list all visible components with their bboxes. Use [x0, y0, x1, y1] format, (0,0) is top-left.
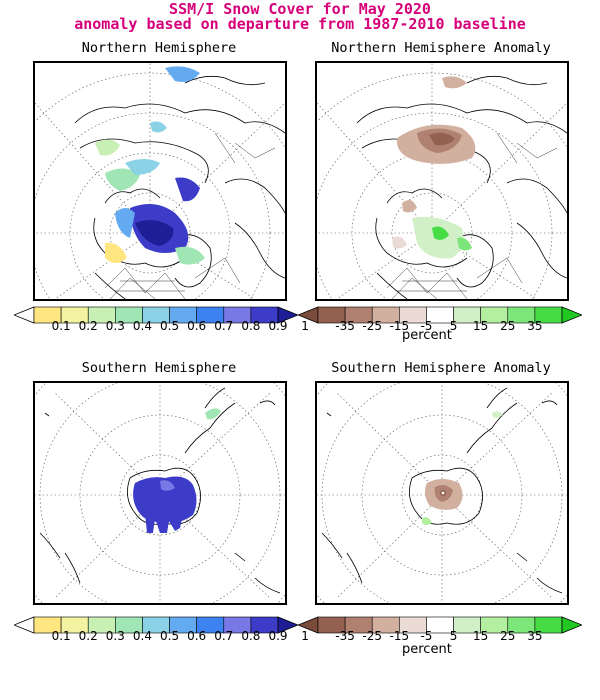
- anomaly-colorbar-tick-label: 25: [500, 319, 516, 333]
- fraction-colorbar-tick-label: 0.4: [132, 319, 152, 333]
- anomaly-colorbar-tick-label: -25: [362, 319, 383, 333]
- fraction-colorbar-tick-label: 0.5: [160, 319, 180, 333]
- fraction-colorbar-tick-label: 0.8: [241, 629, 261, 643]
- anomaly-colorbar-tick-label: -5: [420, 319, 433, 333]
- anomaly-colorbar-tick-label: 15: [473, 319, 489, 333]
- anomaly-colorbar-tick-label: 5: [449, 629, 458, 643]
- nh-panel-title: Northern Hemisphere: [81, 40, 237, 56]
- anomaly-colorbar-tick-label: -15: [389, 629, 410, 643]
- nh-borders: [104, 132, 276, 299]
- fraction-colorbar-right-cap: [277, 306, 298, 324]
- anomaly-colorbar-tick-label: 35: [527, 629, 543, 643]
- sh-anomaly-unit-label: percent: [402, 642, 452, 657]
- figure-title-line1: SSM/I Snow Cover for May 2020: [169, 0, 431, 18]
- fraction-colorbar-tick-label: 0.2: [78, 629, 98, 643]
- sh-coastlines: [39, 387, 281, 594]
- fraction-colorbar-tick-label: 0.3: [105, 319, 125, 333]
- fraction-colorbar-tick-label: 0.7: [214, 629, 234, 643]
- nh-anomaly-map: [315, 61, 569, 301]
- anomaly-colorbar-tick-label: -35: [335, 319, 355, 333]
- sh-anomaly-colorbar: [298, 616, 582, 634]
- anomaly-colorbar-tick-label: 25: [500, 629, 516, 643]
- fraction-colorbar-tick-label: 1: [301, 629, 309, 643]
- nh-coastlines: [74, 75, 285, 299]
- sh-snow-cover: [133, 408, 221, 533]
- fraction-colorbar-tick-label: 0.9: [268, 629, 288, 643]
- fraction-colorbar-left-cap: [14, 306, 35, 324]
- fraction-colorbar-tick-label: 0.9: [268, 319, 288, 333]
- sh-anomaly-map: [315, 381, 569, 605]
- sh-anomaly-graticule: [317, 383, 567, 603]
- nh-graticule: [35, 63, 285, 299]
- nh-anomaly-borders: [386, 132, 558, 299]
- figure-title-line2: anomaly based on departure from 1987-201…: [74, 15, 526, 33]
- sh-anomaly-fill: [422, 411, 503, 525]
- anomaly-colorbar-tick-label: -25: [362, 629, 383, 643]
- nh-anomaly-colorbar: [298, 306, 582, 324]
- fraction-colorbar-tick-label: 0.2: [78, 319, 98, 333]
- nh-anomaly-fill: [392, 76, 476, 259]
- fraction-colorbar-tick-label: 0.6: [187, 319, 207, 333]
- fraction-colorbar-tick-label: 0.1: [51, 319, 71, 333]
- fraction-colorbar-tick-label: 0.6: [187, 629, 207, 643]
- fraction-colorbar-tick-label: 0.1: [51, 629, 71, 643]
- nh-anomaly-unit-label: percent: [402, 328, 452, 343]
- fraction-colorbar-tick-label: 1: [301, 319, 309, 333]
- nh-snow-cover: [95, 66, 205, 265]
- fraction-colorbar-tick-label: 0.7: [214, 319, 234, 333]
- nh-anomaly-graticule: [317, 63, 567, 299]
- anomaly-colorbar-right-cap: [561, 616, 582, 634]
- nh-anomaly-panel-title: Northern Hemisphere Anomaly: [331, 40, 551, 56]
- fraction-colorbar-tick-label: 0.3: [105, 629, 125, 643]
- fraction-colorbar-tick-label: 0.4: [132, 629, 152, 643]
- nh-snow-map: [33, 61, 287, 301]
- nh-fraction-colorbar: [14, 306, 298, 324]
- anomaly-colorbar-tick-label: -5: [420, 629, 433, 643]
- sh-fraction-colorbar: [14, 616, 298, 634]
- fraction-colorbar-tick-label: 0.8: [241, 319, 261, 333]
- anomaly-colorbar-tick-label: 35: [527, 319, 543, 333]
- fraction-colorbar-left-cap: [14, 616, 35, 634]
- sh-snow-map: [33, 381, 287, 605]
- anomaly-colorbar-tick-label: -35: [335, 629, 355, 643]
- anomaly-colorbar-tick-label: 5: [449, 319, 458, 333]
- fraction-colorbar-right-cap: [277, 616, 298, 634]
- sh-panel-title: Southern Hemisphere: [81, 360, 237, 376]
- sh-anomaly-coastlines: [321, 387, 563, 594]
- fraction-colorbar-tick-label: 0.5: [160, 629, 180, 643]
- anomaly-colorbar-tick-label: 15: [473, 629, 489, 643]
- sh-anomaly-panel-title: Southern Hemisphere Anomaly: [331, 360, 551, 376]
- anomaly-colorbar-tick-label: -15: [389, 319, 410, 333]
- anomaly-colorbar-right-cap: [561, 306, 582, 324]
- nh-anomaly-coastlines: [356, 75, 567, 299]
